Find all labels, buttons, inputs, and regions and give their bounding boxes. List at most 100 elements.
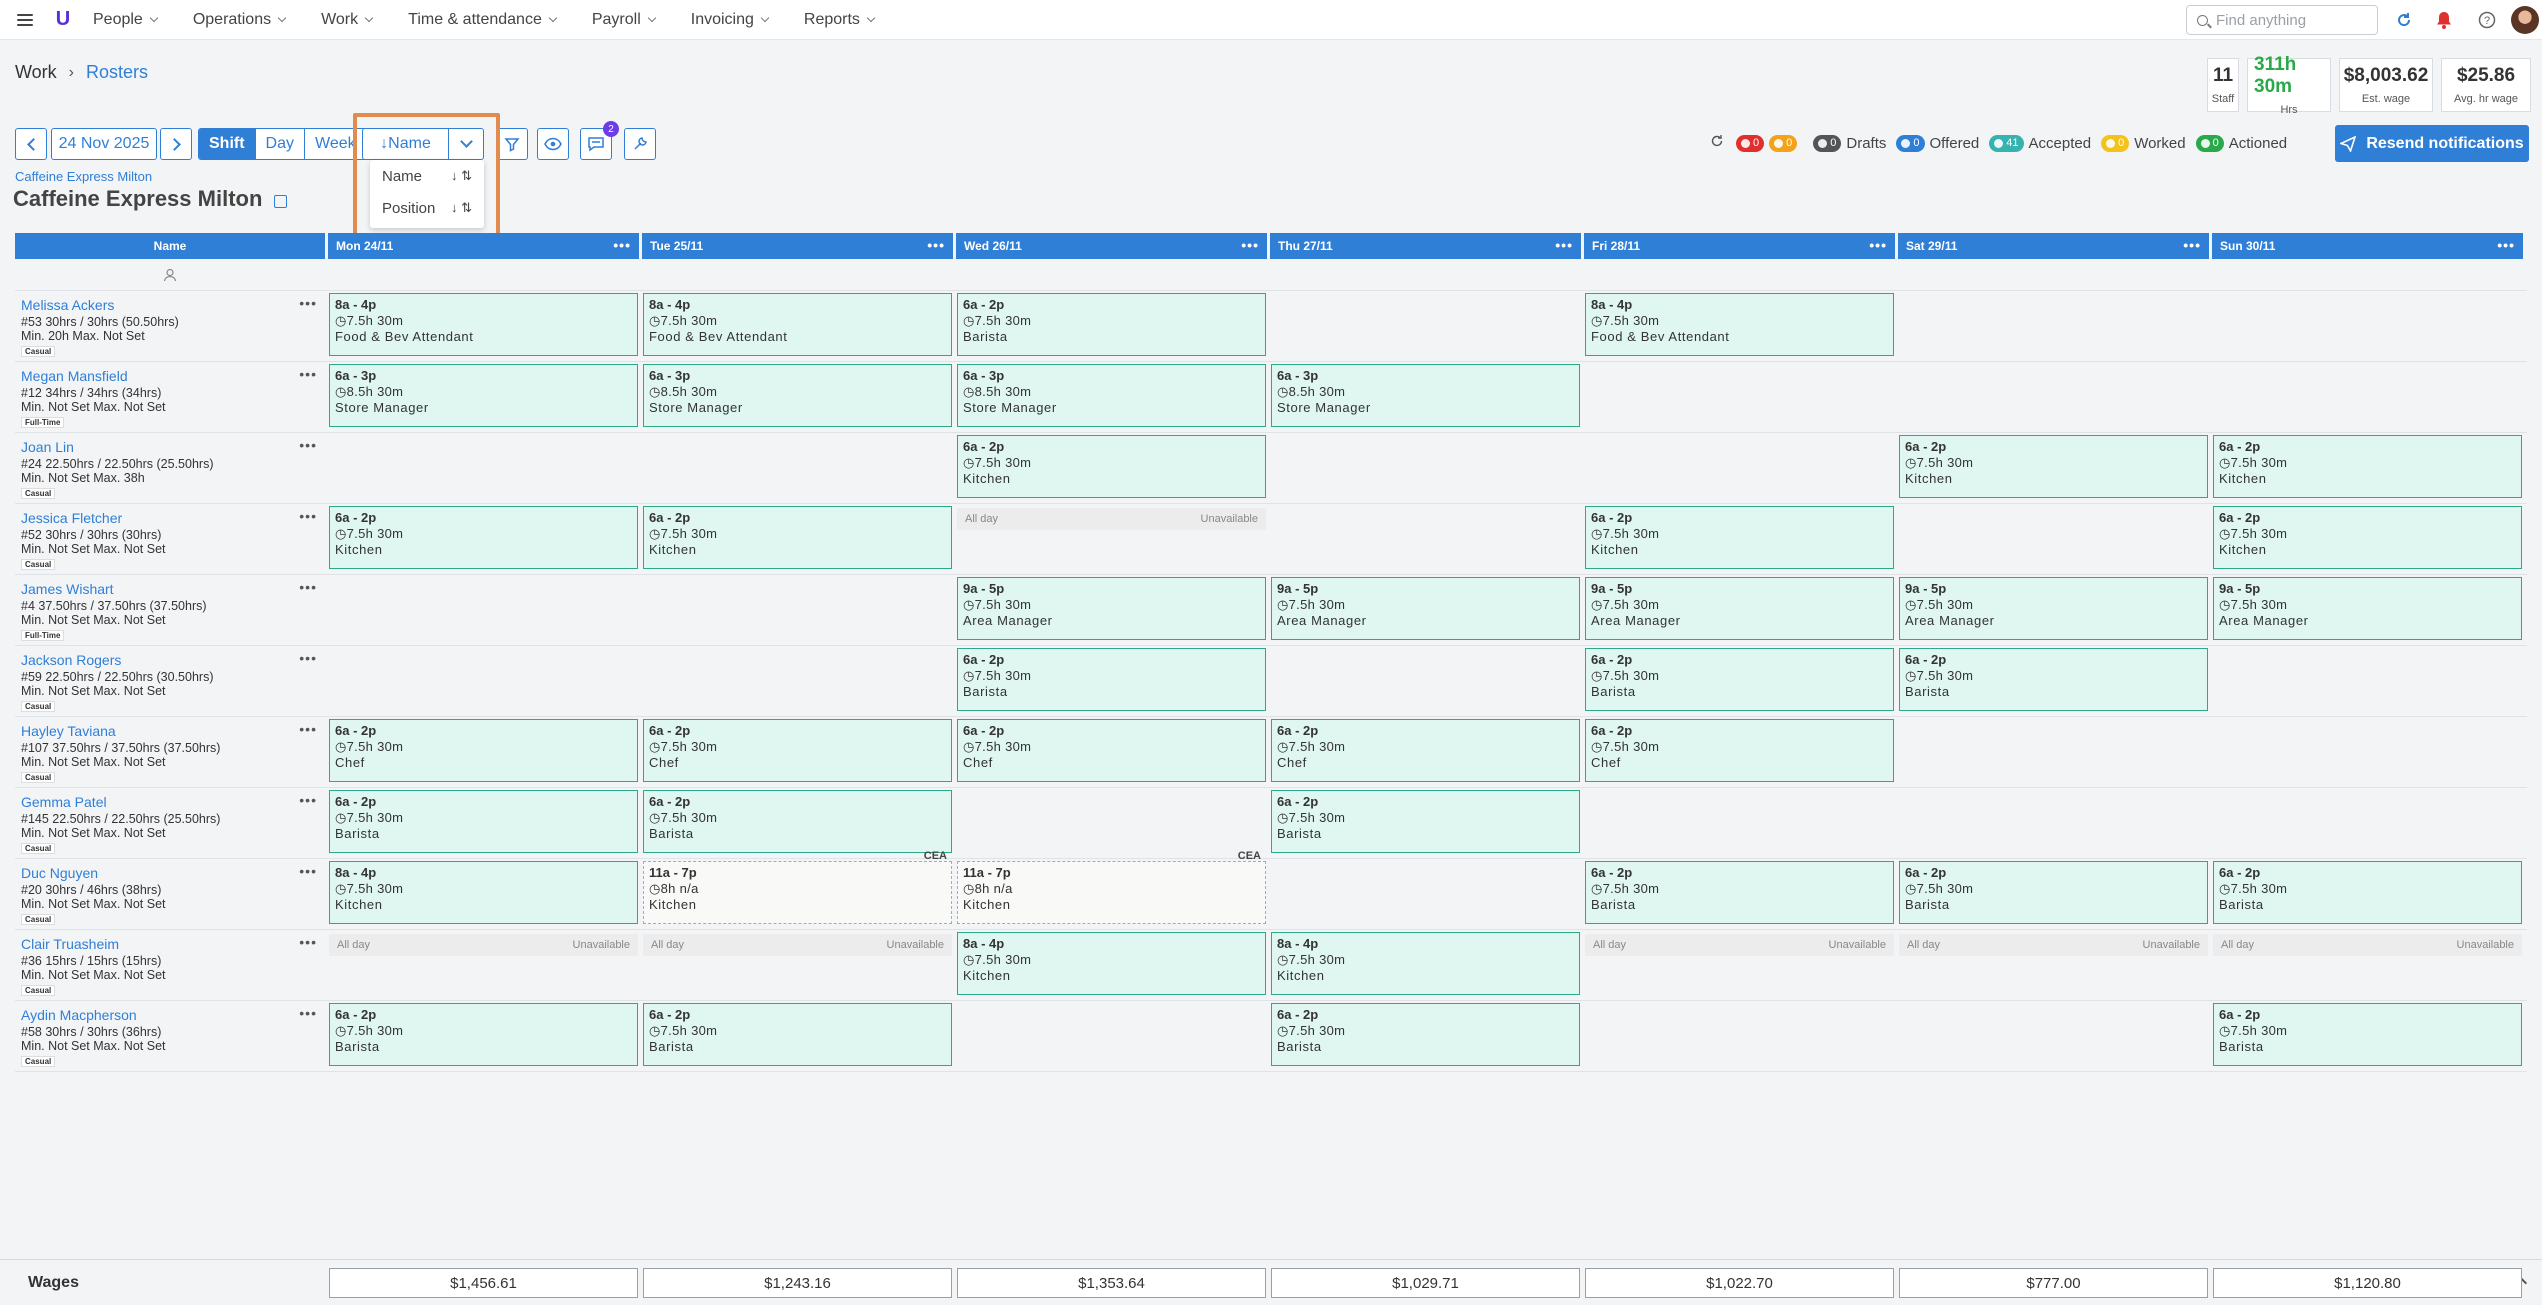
shift-card[interactable]: 6a - 2p ◷7.5h 30m Kitchen [1899, 435, 2208, 498]
legend-offered[interactable]: 0 Offered [1896, 134, 1979, 152]
shift-card[interactable]: 6a - 2p ◷7.5h 30m Barista [643, 1003, 952, 1066]
roster-cell[interactable]: 8a - 4p ◷7.5h 30m Food & Bev Attendant [1584, 291, 1895, 361]
sort-direction-icon[interactable]: ↓ ⇅ [450, 168, 472, 183]
unavailable-block[interactable]: All day Unavailable [329, 934, 638, 956]
shift-card[interactable]: 6a - 2p ◷7.5h 30m Barista [1585, 861, 1894, 924]
roster-cell[interactable] [2212, 362, 2523, 432]
shift-card[interactable]: 6a - 2p ◷7.5h 30m Barista [1585, 648, 1894, 711]
open-shift-cell[interactable] [328, 259, 639, 290]
shift-card[interactable]: 6a - 2p ◷7.5h 30m Chef [957, 719, 1266, 782]
column-header-day[interactable]: Thu 27/11 ••• [1270, 233, 1581, 259]
roster-cell[interactable]: 8a - 4p ◷7.5h 30m Food & Bev Attendant [328, 291, 639, 361]
shift-card[interactable]: 9a - 5p ◷7.5h 30m Area Manager [1271, 577, 1580, 640]
breadcrumb-rosters[interactable]: Rosters [86, 62, 149, 82]
shift-card[interactable]: 6a - 2p ◷7.5h 30m Barista [1899, 648, 2208, 711]
unavailable-block[interactable]: All day Unavailable [957, 508, 1266, 530]
sort-option-name[interactable]: Name ↓ ⇅ [382, 167, 472, 185]
user-avatar[interactable] [2511, 6, 2539, 34]
more-options-icon[interactable]: ••• [2183, 237, 2201, 253]
shift-card[interactable]: 6a - 2p ◷7.5h 30m Chef [643, 719, 952, 782]
shift-card[interactable]: 9a - 5p ◷7.5h 30m Area Manager [2213, 577, 2522, 640]
unavailable-block[interactable]: All day Unavailable [1899, 934, 2208, 956]
shift-card[interactable]: 6a - 2p ◷7.5h 30m Barista [643, 790, 952, 853]
roster-cell[interactable]: 9a - 5p ◷7.5h 30m Area Manager [1270, 575, 1581, 645]
roster-cell[interactable] [1270, 504, 1581, 574]
roster-cell[interactable]: 9a - 5p ◷7.5h 30m Area Manager [1584, 575, 1895, 645]
roster-cell[interactable]: 9a - 5p ◷7.5h 30m Area Manager [956, 575, 1267, 645]
roster-cell[interactable] [1898, 788, 2209, 858]
roster-cell[interactable]: 6a - 2p ◷7.5h 30m Chef [1270, 717, 1581, 787]
shift-card[interactable]: 6a - 2p ◷7.5h 30m Barista [2213, 861, 2522, 924]
roster-cell[interactable]: 8a - 4p ◷7.5h 30m Kitchen [956, 930, 1267, 1000]
roster-cell[interactable]: 6a - 2p ◷7.5h 30m Barista [1270, 788, 1581, 858]
roster-cell[interactable]: 6a - 2p ◷7.5h 30m Chef [328, 717, 639, 787]
more-options-icon[interactable]: ••• [299, 792, 317, 808]
refresh-icon[interactable] [1710, 134, 1724, 152]
open-shift-cell[interactable] [2212, 259, 2523, 290]
roster-cell[interactable]: 6a - 2p ◷7.5h 30m Kitchen [328, 504, 639, 574]
staff-name-link[interactable]: Duc Nguyen [21, 865, 99, 881]
roster-cell[interactable]: 6a - 2p ◷7.5h 30m Kitchen [1898, 433, 2209, 503]
column-header-day[interactable]: Sat 29/11 ••• [1898, 233, 2209, 259]
roster-cell[interactable]: 9a - 5p ◷7.5h 30m Area Manager [2212, 575, 2523, 645]
more-options-icon[interactable]: ••• [1555, 237, 1573, 253]
roster-cell[interactable]: 11a - 7p ◷8h n/a Kitchen CEA [642, 850, 953, 929]
roster-cell[interactable] [642, 646, 953, 716]
roster-cell[interactable] [1898, 291, 2209, 361]
shift-card[interactable]: 8a - 4p ◷7.5h 30m Food & Bev Attendant [643, 293, 952, 356]
roster-cell[interactable]: 6a - 2p ◷7.5h 30m Barista [642, 1001, 953, 1071]
roster-cell[interactable]: 6a - 2p ◷7.5h 30m Chef [642, 717, 953, 787]
roster-cell[interactable]: 6a - 2p ◷7.5h 30m Barista [1270, 1001, 1581, 1071]
open-shift-cell[interactable] [1584, 259, 1895, 290]
staff-name-link[interactable]: Jackson Rogers [21, 652, 122, 668]
roster-cell[interactable]: 6a - 2p ◷7.5h 30m Kitchen [956, 433, 1267, 503]
column-header-day[interactable]: Fri 28/11 ••• [1584, 233, 1895, 259]
shift-card[interactable]: 8a - 4p ◷7.5h 30m Food & Bev Attendant [329, 293, 638, 356]
open-shift-cell[interactable] [642, 259, 953, 290]
roster-cell[interactable]: 6a - 3p ◷8.5h 30m Store Manager [328, 362, 639, 432]
roster-cell[interactable] [328, 575, 639, 645]
roster-cell[interactable]: 6a - 2p ◷7.5h 30m Barista [1898, 646, 2209, 716]
roster-cell[interactable]: All day Unavailable [1584, 930, 1895, 1000]
legend-drafts[interactable]: 0 Drafts [1813, 134, 1886, 152]
search-input[interactable] [2216, 11, 2366, 29]
staff-name-link[interactable]: Aydin Macpherson [21, 1007, 137, 1023]
column-header-day[interactable]: Tue 25/11 ••• [642, 233, 953, 259]
roster-cell[interactable] [1270, 291, 1581, 361]
roster-cell[interactable] [1584, 362, 1895, 432]
more-options-icon[interactable]: ••• [927, 237, 945, 253]
nav-item-0[interactable]: People [93, 11, 159, 29]
shift-card[interactable]: 6a - 2p ◷7.5h 30m Kitchen [643, 506, 952, 569]
shift-card[interactable]: 6a - 3p ◷8.5h 30m Store Manager [1271, 364, 1580, 427]
search-box[interactable] [2186, 5, 2378, 35]
sort-name-button[interactable]: ↓Name [363, 129, 449, 159]
roster-cell[interactable]: All day Unavailable [2212, 930, 2523, 1000]
nav-item-1[interactable]: Operations [193, 11, 287, 29]
filter-button[interactable] [496, 128, 528, 160]
staff-name-link[interactable]: Clair Truasheim [21, 936, 120, 952]
legend-actioned[interactable]: 0 Actioned [2195, 134, 2287, 152]
shift-card[interactable]: 8a - 4p ◷7.5h 30m Food & Bev Attendant [1585, 293, 1894, 356]
more-options-icon[interactable]: ••• [299, 934, 317, 950]
unavailable-block[interactable]: All day Unavailable [643, 934, 952, 956]
roster-cell[interactable]: 6a - 2p ◷7.5h 30m Kitchen [1584, 504, 1895, 574]
roster-cell[interactable] [1898, 717, 2209, 787]
roster-cell[interactable] [1584, 788, 1895, 858]
roster-cell[interactable] [328, 646, 639, 716]
shift-card[interactable]: 6a - 3p ◷8.5h 30m Store Manager [957, 364, 1266, 427]
shift-card[interactable]: 8a - 4p ◷7.5h 30m Kitchen [329, 861, 638, 924]
roster-cell[interactable]: 6a - 2p ◷7.5h 30m Barista [956, 291, 1267, 361]
roster-cell[interactable]: 6a - 2p ◷7.5h 30m Chef [1584, 717, 1895, 787]
sort-direction-icon[interactable]: ↓ ⇅ [450, 200, 472, 215]
more-options-icon[interactable]: ••• [613, 237, 631, 253]
shift-card[interactable]: 9a - 5p ◷7.5h 30m Area Manager [1899, 577, 2208, 640]
shift-card[interactable]: 6a - 2p ◷7.5h 30m Barista [329, 1003, 638, 1066]
column-header-name[interactable]: Name [15, 233, 325, 259]
warning-count-badge[interactable]: 0 [1769, 134, 1798, 152]
shift-card[interactable]: 6a - 2p ◷7.5h 30m Barista [329, 790, 638, 853]
help-icon[interactable]: ? [2477, 10, 2497, 30]
shift-card[interactable]: 6a - 2p ◷7.5h 30m Kitchen [1585, 506, 1894, 569]
roster-cell[interactable]: 8a - 4p ◷7.5h 30m Kitchen [328, 859, 639, 929]
roster-cell[interactable]: 6a - 2p ◷7.5h 30m Barista [2212, 859, 2523, 929]
shift-card[interactable]: 6a - 3p ◷8.5h 30m Store Manager [643, 364, 952, 427]
